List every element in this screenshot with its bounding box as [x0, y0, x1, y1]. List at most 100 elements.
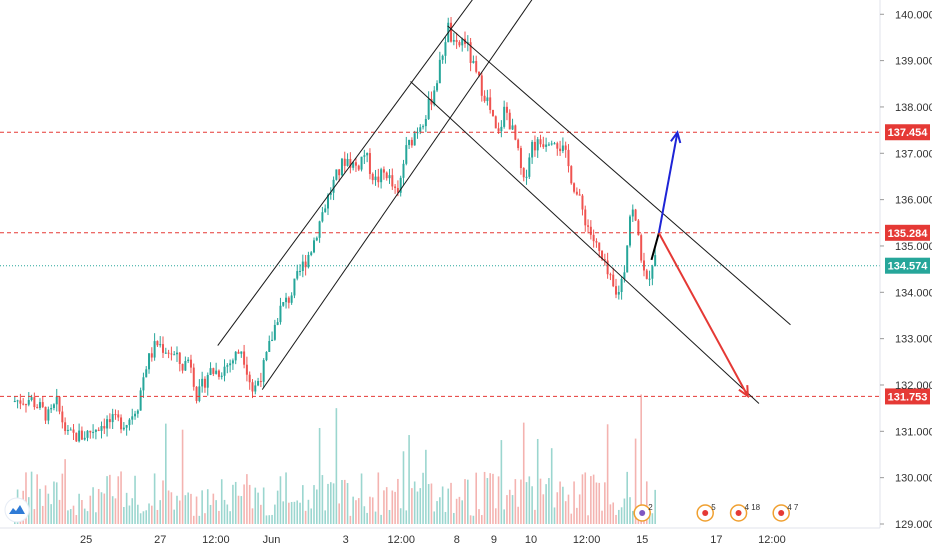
calendar-icon[interactable]: 4 7 — [772, 503, 799, 522]
candle-body — [430, 98, 433, 105]
candle-body — [80, 430, 83, 440]
volume-bar — [480, 515, 483, 524]
volume-bar — [601, 510, 603, 524]
volume-bar — [503, 509, 505, 524]
candle-body — [500, 126, 503, 132]
volume-bar — [151, 505, 153, 524]
volume-bar — [282, 501, 285, 524]
candle-body — [125, 425, 128, 428]
volume-bar — [598, 482, 601, 524]
x-tick-label: 8 — [454, 534, 460, 546]
volume-bar — [89, 495, 92, 524]
channel-line-4 — [447, 25, 791, 326]
candle-body — [19, 400, 22, 404]
candle-body — [615, 286, 618, 295]
volume-bar — [33, 509, 36, 524]
candle-body — [575, 191, 578, 195]
volume-bar — [329, 482, 332, 524]
logo-mark — [9, 505, 25, 514]
volume-bar — [265, 515, 268, 524]
channel-line-1 — [217, 0, 473, 346]
volume-bar — [455, 498, 458, 524]
candle-body — [257, 381, 260, 386]
y-tick-label: 135.000 — [895, 241, 932, 253]
candle-body — [38, 402, 41, 408]
volume-bar — [274, 504, 276, 524]
volume-bar — [165, 423, 167, 524]
marker-dot — [639, 510, 646, 516]
volume-bar — [131, 498, 134, 524]
volume-bar — [425, 449, 427, 524]
flag-icon[interactable]: 2 — [633, 503, 653, 522]
volume-bar — [215, 500, 217, 524]
volume-bar — [399, 508, 402, 524]
arrow-black-line — [650, 232, 660, 261]
candle-layer — [13, 16, 657, 443]
volume-bar — [517, 506, 519, 524]
volume-bar — [327, 483, 329, 524]
candle-body — [128, 419, 131, 426]
volume-bar — [355, 500, 357, 524]
arrow-layer — [650, 130, 749, 399]
candle-body — [545, 144, 548, 147]
volume-bar — [654, 489, 656, 524]
candle-body — [223, 366, 226, 376]
volume-bar — [234, 481, 237, 524]
volume-bar — [416, 491, 419, 524]
arrow-up-head — [670, 130, 682, 144]
tradingview-cloud-icon[interactable] — [4, 497, 30, 523]
volume-bar — [383, 490, 385, 524]
volume-bar — [651, 513, 654, 524]
calendar-icon[interactable]: 5 — [696, 503, 716, 522]
calendar-icon[interactable]: 4 18 — [729, 503, 761, 522]
volume-bar — [198, 515, 201, 524]
volume-bar — [464, 479, 466, 524]
level-badge — [885, 224, 930, 241]
candle-body — [642, 260, 645, 271]
candle-body — [547, 144, 550, 146]
candle-body — [276, 322, 279, 325]
candle-body — [346, 158, 349, 166]
volume-bar — [201, 490, 203, 524]
candle-body — [273, 324, 276, 340]
volume-bar — [556, 492, 559, 524]
channel-layer — [217, 0, 791, 404]
candle-body — [321, 212, 324, 222]
candle-body — [304, 261, 307, 268]
volume-bar — [296, 500, 299, 524]
candle-body — [27, 400, 30, 405]
marker-count: 2 — [648, 503, 653, 512]
candle-body — [626, 245, 629, 273]
volume-bar — [634, 438, 637, 524]
candle-body — [13, 401, 16, 403]
volume-bar — [114, 498, 117, 524]
volume-bar — [645, 481, 648, 524]
volume-bar — [441, 486, 444, 524]
volume-bar — [97, 488, 100, 524]
channel-line-2 — [261, 0, 533, 390]
volume-bar — [458, 496, 461, 524]
candle-body — [66, 429, 69, 432]
candle-body — [131, 416, 134, 420]
candle-body — [514, 125, 517, 140]
volume-bar — [212, 493, 215, 524]
volume-bar — [178, 500, 181, 524]
volume-bar — [562, 486, 564, 524]
candle-body — [296, 271, 299, 279]
candle-body — [55, 396, 58, 405]
volume-bar — [620, 507, 623, 524]
candle-body — [402, 163, 405, 178]
volume-bar — [467, 479, 469, 524]
y-tick-label: 140.000 — [895, 9, 932, 21]
candle-body — [226, 365, 229, 367]
volume-bar — [573, 481, 575, 524]
candle-body — [380, 169, 383, 183]
volume-bar — [123, 506, 125, 524]
level-label: 131.753 — [888, 391, 928, 403]
volume-bar — [408, 435, 410, 524]
volume-bar — [522, 422, 525, 524]
candle-body — [279, 305, 282, 323]
volume-bar — [584, 472, 587, 524]
